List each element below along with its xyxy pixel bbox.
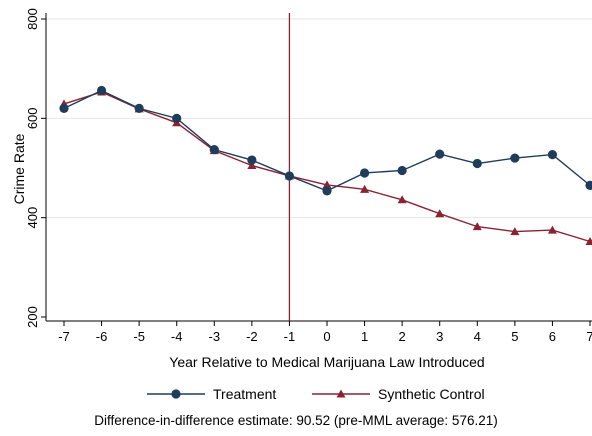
y-tick-label-400: 400 [25, 207, 40, 229]
x-tick-label--2: -2 [246, 329, 258, 344]
point-treatment [247, 155, 257, 165]
series-line-synthetic-control [63, 91, 591, 243]
did-estimate-caption: Difference-in-difference estimate: 90.52… [94, 413, 498, 428]
point-treatment [134, 103, 144, 113]
x-tick-label-4: 4 [474, 329, 481, 344]
x-tick-label--6: -6 [96, 329, 108, 344]
legend-treatment-label: Treatment [213, 386, 276, 402]
point-treatment [284, 171, 295, 181]
series-line-treatment [63, 89, 591, 192]
legend-treatment-marker [171, 389, 181, 399]
tick-labels: 200 400 600 800 -7 -6 -5 -4 -3 -2 -1 0 1 2 3 4 5 6 7 [25, 8, 592, 344]
legend: Treatment Synthetic Control [147, 386, 485, 402]
series-layer [59, 85, 592, 246]
point-treatment [397, 165, 407, 176]
point-treatment [322, 186, 332, 196]
y-tick-label-600: 600 [25, 107, 40, 129]
legend-synthetic-marker [336, 389, 346, 398]
point-treatment [209, 145, 219, 155]
x-tick-label--4: -4 [171, 329, 183, 344]
point-synthetic-control [360, 184, 370, 193]
x-tick-label-5: 5 [511, 329, 518, 344]
x-tick-label-3: 3 [436, 329, 443, 344]
point-synthetic-control [435, 209, 445, 218]
y-tick-label-800: 800 [25, 8, 40, 30]
point-treatment [435, 149, 445, 159]
point-treatment [585, 180, 592, 190]
x-tick-label-6: 6 [549, 329, 556, 344]
point-treatment [472, 158, 482, 169]
point-synthetic-control [510, 227, 520, 236]
x-tick-label-2: 2 [399, 329, 406, 344]
x-tick-label-0: 0 [323, 329, 330, 344]
grid-lines [46, 18, 592, 219]
legend-synthetic-label: Synthetic Control [378, 386, 485, 402]
point-synthetic-control [247, 161, 257, 170]
x-tick-label--1: -1 [284, 329, 296, 344]
x-tick-label--5: -5 [133, 329, 145, 344]
point-treatment [359, 168, 370, 178]
point-synthetic-control [547, 225, 557, 234]
x-tick-label--7: -7 [58, 329, 70, 344]
point-synthetic-control [472, 222, 482, 231]
point-synthetic-control [322, 180, 332, 189]
point-treatment [96, 85, 107, 96]
y-axis-label: Crime Rate [11, 133, 27, 204]
x-tick-label-7: 7 [586, 329, 592, 344]
point-treatment [59, 103, 69, 113]
point-treatment [547, 149, 558, 160]
point-synthetic-control [585, 237, 592, 246]
y-tick-label-200: 200 [25, 306, 40, 328]
axes [45, 13, 592, 322]
x-axis-label: Year Relative to Medical Marijuana Law I… [169, 354, 484, 370]
point-treatment [172, 113, 182, 123]
point-treatment [510, 153, 520, 163]
x-tick-label--3: -3 [209, 329, 221, 344]
x-tick-label-1: 1 [361, 329, 368, 344]
point-synthetic-control [397, 195, 407, 204]
